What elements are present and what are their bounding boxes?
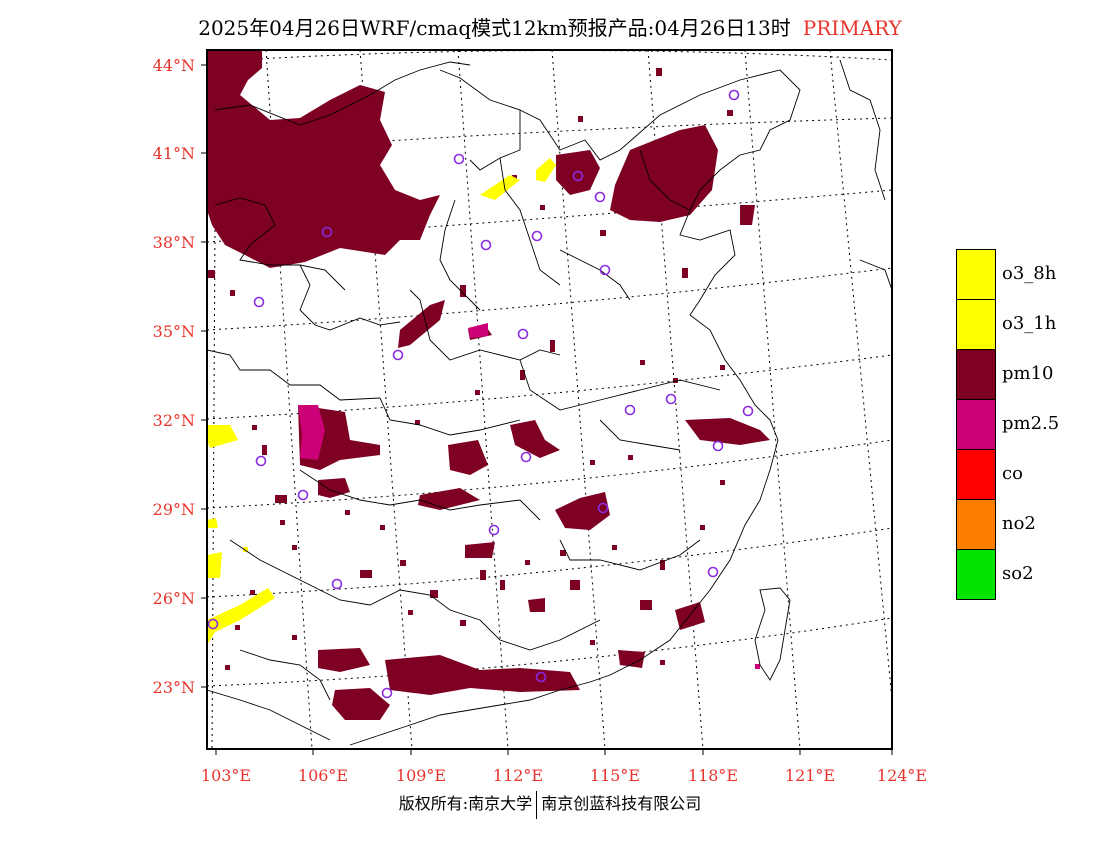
legend-label: pm10 [1002, 363, 1054, 384]
lat-label-26: 26°N [152, 589, 195, 608]
title-text: 2025年04月26日WRF/cmaq模式12km预报产品:04月26日13时 [198, 16, 791, 40]
legend-item-pm25: pm2.5 [956, 399, 1100, 450]
legend-item-co: co [956, 449, 1100, 500]
legend-label: o3_1h [1002, 313, 1057, 334]
lon-label-118: 118°E [687, 766, 739, 785]
lon-label-112: 112°E [492, 766, 544, 785]
legend-swatch [956, 399, 996, 450]
lon-label-109: 109°E [395, 766, 447, 785]
lat-label-44: 44°N [152, 56, 195, 75]
legend-label: co [1002, 463, 1023, 484]
legend-label: no2 [1002, 513, 1036, 534]
legend-item-o3-1h: o3_1h [956, 299, 1100, 350]
legend-label: o3_8h [1002, 263, 1057, 284]
lon-label-121: 121°E [784, 766, 836, 785]
pm10-speckles [207, 68, 733, 670]
lat-label-29: 29°N [152, 500, 195, 519]
station-markers [207, 89, 754, 699]
legend-label: so2 [1002, 563, 1034, 584]
boundaries [207, 59, 892, 746]
lon-label-106: 106°E [297, 766, 349, 785]
legend-swatch [956, 449, 996, 500]
footer-divider [536, 790, 538, 819]
lon-label-115: 115°E [589, 766, 641, 785]
lat-label-35: 35°N [152, 322, 195, 341]
legend-swatch [956, 499, 996, 550]
copyright-footer: 版权所有:南京大学 南京创蓝科技有限公司 [0, 790, 1100, 819]
map-title: 2025年04月26日WRF/cmaq模式12km预报产品:04月26日13时 P… [0, 12, 1100, 41]
legend-item-so2: so2 [956, 549, 1100, 600]
legend-item-pm10: pm10 [956, 349, 1100, 400]
lon-label-103: 103°E [200, 766, 252, 785]
legend-label: pm2.5 [1002, 413, 1060, 434]
pm10-areas [207, 50, 770, 720]
lat-label-38: 38°N [152, 233, 195, 252]
lat-label-41: 41°N [152, 144, 195, 163]
primary-tag: PRIMARY [802, 16, 902, 40]
lat-label-32: 32°N [152, 411, 195, 430]
map-frame [206, 49, 893, 750]
legend-swatch [956, 349, 996, 400]
legend-swatch [956, 549, 996, 600]
pm25-areas [298, 323, 760, 669]
copyright-left: 版权所有:南京大学 [398, 794, 533, 813]
legend-swatch [956, 249, 996, 300]
legend-swatch [956, 299, 996, 350]
lon-label-124: 124°E [876, 766, 928, 785]
tick-marks [201, 64, 893, 755]
legend-item-no2: no2 [956, 499, 1100, 550]
legend-item-o3-8h: o3_8h [956, 249, 1100, 300]
lat-label-23: 23°N [152, 678, 195, 697]
o3-areas [207, 158, 556, 645]
copyright-right: 南京创蓝科技有限公司 [541, 794, 702, 813]
